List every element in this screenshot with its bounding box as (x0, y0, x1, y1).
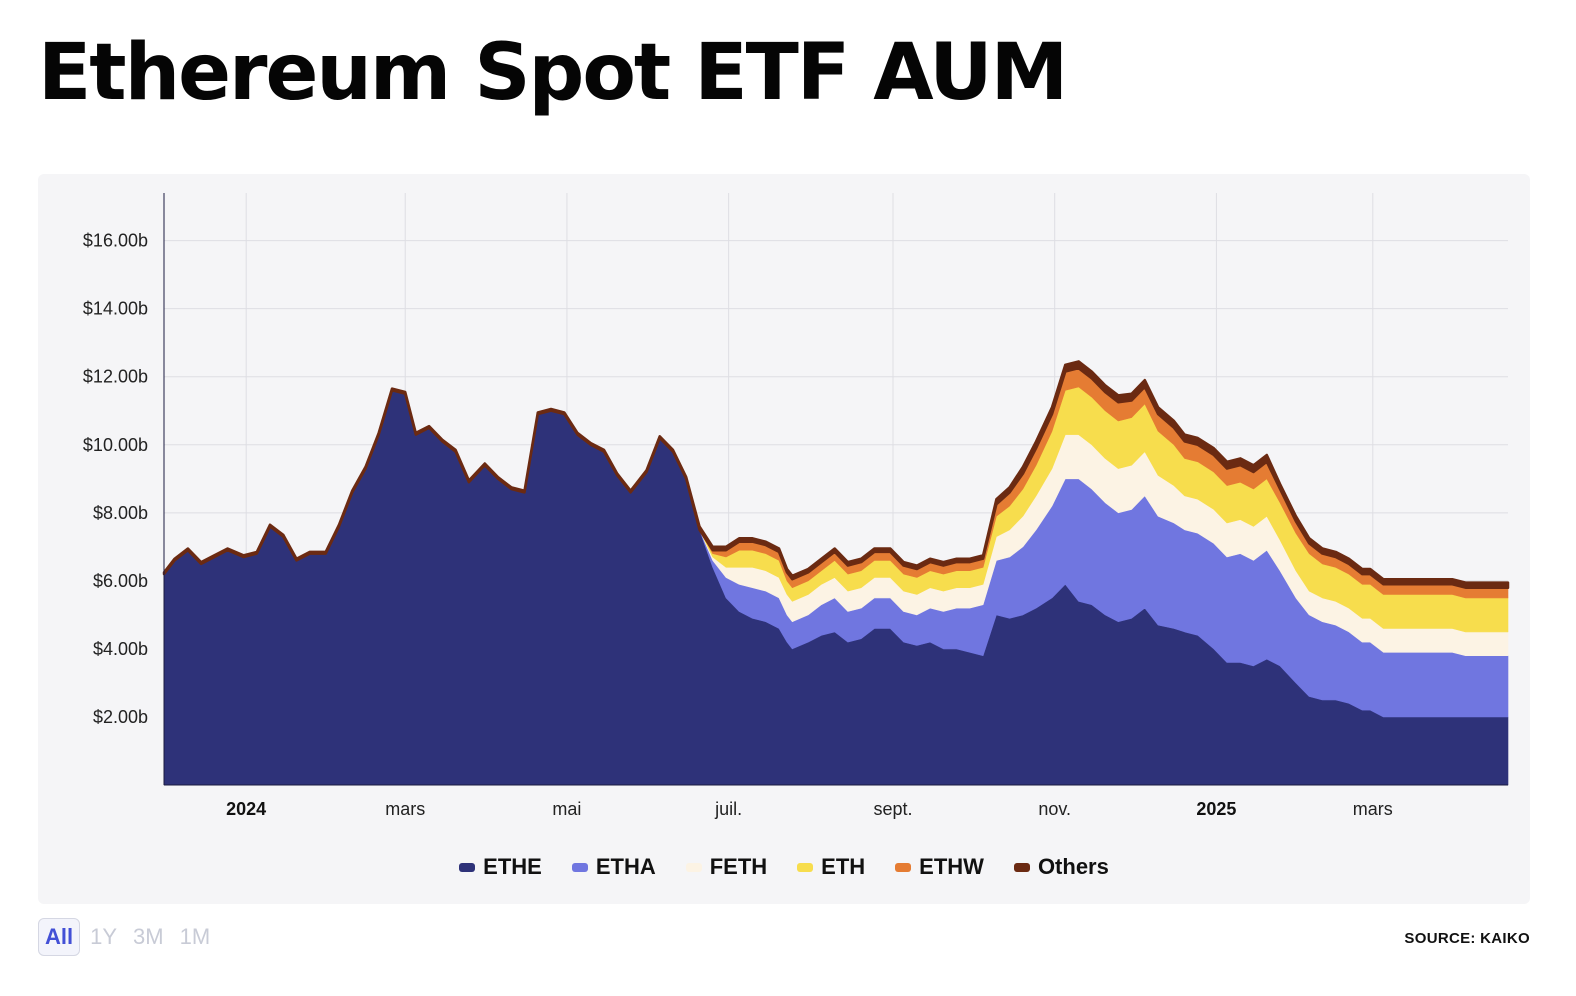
x-tick-label: nov. (1038, 799, 1071, 819)
x-tick-label: 2025 (1196, 799, 1236, 819)
y-tick-label: $6.00b (93, 571, 148, 591)
legend-label: Others (1037, 854, 1109, 879)
range-button-all[interactable]: All (38, 918, 81, 956)
stacked-area-chart: $2.00b $4.00b $6.00b $8.00b $10.00b $12.00b $1… (83, 193, 1510, 819)
legend-item-etha[interactable]: ETHA (571, 854, 656, 880)
x-tick-label: mars (1353, 799, 1393, 819)
legend-item-ethw[interactable]: ETHW (895, 854, 984, 880)
y-tick-label: $12.00b (83, 367, 148, 387)
time-range-selector: All 1Y 3M 1M (38, 918, 216, 956)
x-tick-label: mars (385, 799, 425, 819)
y-tick-label: $14.00b (83, 299, 148, 319)
range-button-3m[interactable]: 3M (133, 924, 164, 949)
legend-swatch (797, 862, 814, 872)
legend-item-eth[interactable]: ETH (797, 854, 865, 880)
legend-item-others[interactable]: Others (1013, 854, 1109, 880)
y-axis-ticks: $2.00b $4.00b $6.00b $8.00b $10.00b $12.00b $1… (83, 231, 148, 727)
y-tick-label: $2.00b (93, 707, 148, 727)
legend-item-ethe[interactable]: ETHE (459, 854, 542, 880)
legend-item-feth[interactable]: FETH (685, 854, 768, 880)
y-tick-label: $8.00b (93, 503, 148, 523)
y-tick-label: $4.00b (93, 639, 148, 659)
legend-label: ETH (821, 854, 866, 879)
y-tick-label: $16.00b (83, 231, 148, 251)
legend-swatch (685, 862, 702, 872)
chart-card: $2.00b $4.00b $6.00b $8.00b $10.00b $12.00b $1… (38, 174, 1530, 904)
x-tick-label: 2024 (226, 799, 266, 819)
x-axis-ticks: 2024 mars mai juil. sept. nov. 2025 mars (226, 799, 1393, 819)
source-label: SOURCE: KAIKO (1404, 930, 1530, 947)
legend-label: ETHW (919, 854, 984, 879)
area-series (162, 360, 1510, 786)
axes (163, 193, 1508, 786)
area-others (162, 360, 1510, 589)
legend-swatch (895, 862, 912, 872)
range-button-1y[interactable]: 1Y (90, 924, 118, 949)
range-button-1m[interactable]: 1M (179, 924, 211, 949)
legend-label: ETHA (595, 854, 656, 879)
x-tick-label: sept. (873, 799, 912, 819)
chart-legend: ETHE ETHA FETH ETH ETHW Others (38, 854, 1530, 880)
legend-swatch (1013, 862, 1030, 872)
x-tick-label: juil. (714, 799, 742, 819)
legend-label: ETHE (483, 854, 542, 879)
legend-swatch (459, 862, 476, 872)
page-title: Ethereum Spot ETF AUM (38, 28, 1068, 118)
legend-label: FETH (709, 854, 768, 879)
x-tick-label: mai (552, 799, 581, 819)
legend-swatch (571, 862, 588, 872)
y-tick-label: $10.00b (83, 435, 148, 455)
